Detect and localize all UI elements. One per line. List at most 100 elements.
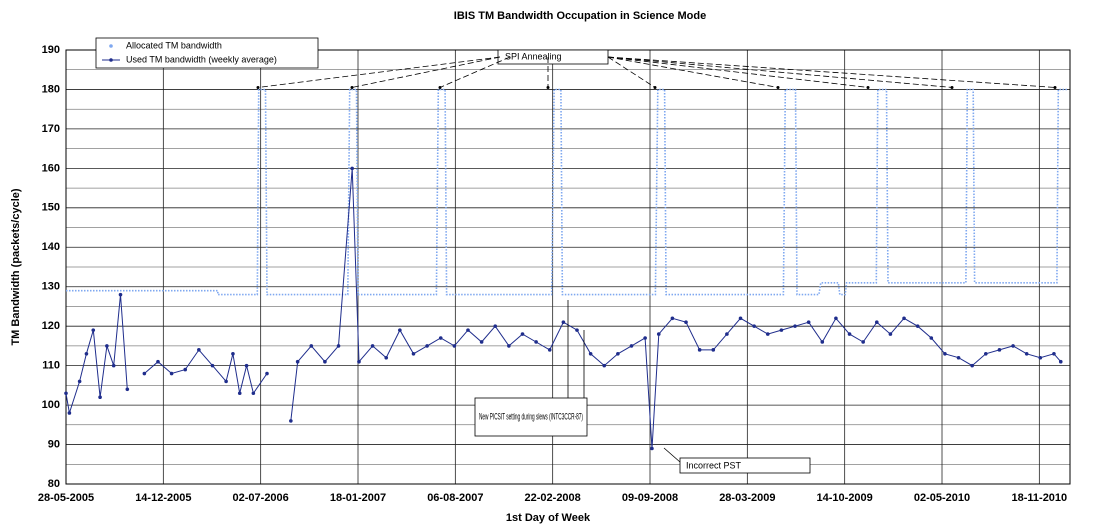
data-point bbox=[210, 363, 215, 368]
data-point bbox=[244, 363, 249, 368]
data-point bbox=[874, 320, 879, 325]
data-point bbox=[77, 379, 82, 384]
arrow-head bbox=[950, 85, 954, 89]
chart-title: IBIS TM Bandwidth Occupation in Science … bbox=[454, 10, 706, 22]
data-point bbox=[847, 332, 852, 336]
y-tick-label: 130 bbox=[42, 281, 60, 293]
legend-label: Allocated TM bandwidth bbox=[126, 40, 222, 50]
data-point bbox=[561, 320, 566, 325]
annotation-arrow bbox=[607, 56, 953, 88]
data-point bbox=[779, 328, 784, 332]
arrow-head bbox=[350, 85, 354, 89]
arrow-head bbox=[776, 85, 780, 89]
data-point bbox=[575, 328, 579, 332]
data-point bbox=[1052, 352, 1056, 356]
annotation-arrow bbox=[607, 56, 1056, 88]
data-point bbox=[479, 340, 484, 344]
x-tick-label: 28-03-2009 bbox=[719, 492, 775, 504]
data-point bbox=[943, 352, 947, 356]
annotation-arrow bbox=[257, 56, 501, 88]
data-point bbox=[834, 316, 838, 321]
x-tick-label: 18-01-2007 bbox=[330, 492, 386, 504]
x-tick-label: 28-05-2005 bbox=[38, 492, 94, 504]
data-point bbox=[67, 411, 72, 415]
y-tick-label: 100 bbox=[42, 399, 60, 411]
data-point bbox=[643, 336, 647, 340]
data-point bbox=[650, 446, 654, 451]
data-point bbox=[438, 336, 443, 340]
data-point bbox=[411, 352, 416, 356]
data-point bbox=[711, 348, 716, 352]
data-point bbox=[370, 344, 375, 348]
legend-box bbox=[95, 37, 319, 69]
arrow-head bbox=[866, 85, 870, 89]
data-point bbox=[656, 332, 661, 336]
legend-label: Used TM bandwidth (weekly average) bbox=[126, 54, 277, 64]
data-point bbox=[1038, 355, 1043, 360]
data-point bbox=[602, 363, 607, 368]
series-line bbox=[65, 168, 1062, 449]
data-point bbox=[398, 328, 402, 332]
annotation-arrow bbox=[607, 56, 779, 88]
y-tick-label: 170 bbox=[42, 123, 60, 135]
annotation: New PICSIT setting during slews (INTC3CC… bbox=[479, 411, 583, 421]
annotation-box bbox=[474, 397, 588, 437]
data-point bbox=[156, 359, 160, 364]
data-point bbox=[452, 344, 457, 348]
y-tick-label: 180 bbox=[42, 83, 60, 95]
data-point bbox=[534, 340, 538, 344]
data-point bbox=[493, 324, 498, 328]
data-point bbox=[466, 328, 470, 332]
y-tick-label: 90 bbox=[48, 438, 60, 450]
data-point bbox=[970, 363, 974, 368]
x-tick-label: 06-08-2007 bbox=[427, 492, 483, 504]
data-point bbox=[1024, 352, 1029, 356]
data-point bbox=[902, 316, 906, 321]
y-tick-label: 140 bbox=[42, 241, 60, 253]
data-point bbox=[861, 340, 865, 344]
data-point bbox=[231, 352, 235, 356]
data-point bbox=[765, 332, 770, 336]
x-tick-label: 22-02-2008 bbox=[525, 492, 581, 504]
annotation-arrow bbox=[663, 447, 681, 463]
data-point bbox=[684, 320, 688, 325]
data-point bbox=[997, 348, 1002, 352]
data-point bbox=[793, 324, 797, 328]
data-point bbox=[752, 324, 756, 328]
data-point bbox=[929, 336, 934, 340]
data-point bbox=[357, 359, 361, 364]
data-point bbox=[323, 359, 327, 364]
x-axis-label: 1st Day of Week bbox=[506, 512, 591, 524]
x-tick-label: 02-05-2010 bbox=[914, 492, 970, 504]
data-point bbox=[295, 359, 300, 364]
data-point bbox=[64, 391, 68, 396]
data-point bbox=[91, 328, 96, 332]
arrow-head bbox=[546, 85, 550, 89]
legend-marker bbox=[109, 58, 113, 62]
data-point bbox=[350, 166, 354, 171]
data-point bbox=[520, 332, 525, 336]
data-point bbox=[142, 371, 147, 376]
data-point bbox=[738, 316, 743, 321]
data-point bbox=[725, 332, 729, 336]
x-tick-label: 02-07-2006 bbox=[233, 492, 289, 504]
data-point bbox=[224, 379, 228, 384]
arrow-head bbox=[653, 85, 657, 89]
data-point bbox=[118, 292, 123, 297]
x-tick-label: 09-09-2008 bbox=[622, 492, 678, 504]
data-point bbox=[915, 324, 920, 328]
data-point bbox=[125, 387, 130, 392]
data-point bbox=[1011, 344, 1015, 348]
series-line bbox=[66, 88, 1068, 296]
data-point bbox=[237, 391, 242, 396]
data-point bbox=[309, 344, 314, 348]
data-point bbox=[289, 419, 293, 423]
data-point bbox=[820, 340, 825, 344]
annotation-arrow bbox=[439, 56, 511, 88]
arrow-head bbox=[256, 85, 260, 89]
data-point bbox=[183, 367, 188, 372]
data-point bbox=[425, 344, 429, 348]
annotation-arrow bbox=[351, 56, 501, 88]
legend-marker bbox=[109, 44, 113, 48]
